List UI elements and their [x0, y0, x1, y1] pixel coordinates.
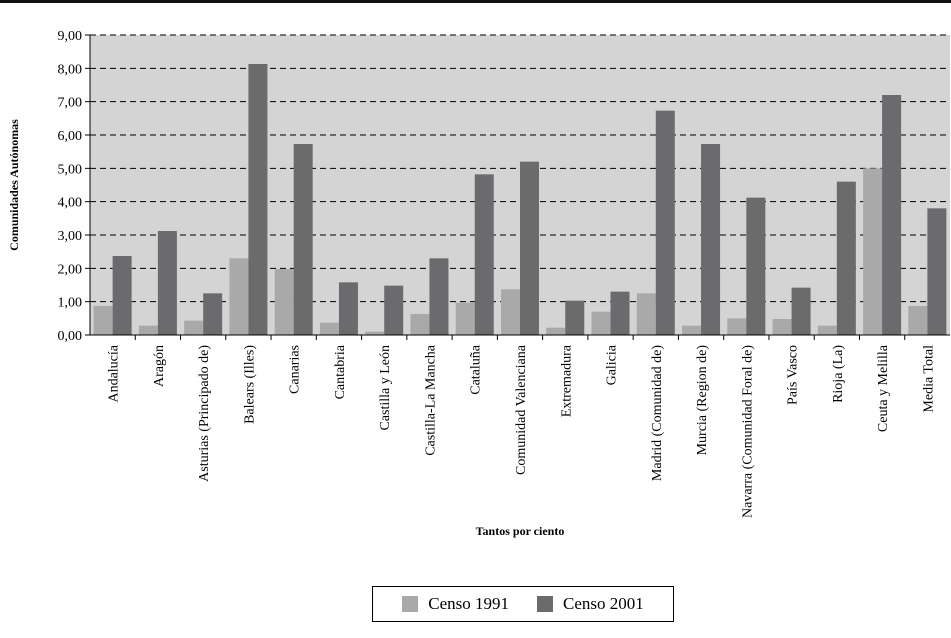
y-tick-label: 1,00: [58, 296, 83, 311]
legend: Censo 1991 Censo 2001: [372, 586, 674, 622]
bar-censo-2001: [429, 258, 449, 335]
y-axis-title: Comunidades Autónomas: [7, 119, 21, 251]
bar-censo-1991: [546, 327, 566, 335]
legend-swatch-censo-1991: [402, 596, 419, 612]
x-tick-label: Andalucía: [107, 344, 122, 402]
x-tick-label: Castilla y León: [378, 345, 393, 431]
y-tick-label: 2,00: [58, 262, 83, 277]
x-tick-label: Media Total: [921, 345, 936, 413]
bar-censo-2001: [836, 181, 856, 335]
bar-censo-2001: [610, 291, 630, 335]
y-tick-label: 9,00: [58, 29, 83, 44]
bar-censo-2001: [882, 95, 902, 335]
y-tick-label: 8,00: [58, 62, 83, 77]
bar-censo-1991: [410, 314, 430, 335]
x-tick-label: Cantabria: [333, 344, 348, 399]
x-axis-title: Tantos por ciento: [476, 524, 565, 538]
y-tick-label: 0,00: [58, 329, 83, 344]
bar-censo-1991: [772, 319, 792, 335]
y-tick-labels: 0,00 1,00 2,00 3,00 4,00 5,00 6,00 7,00 8,00 9,00: [58, 29, 90, 344]
bar-censo-2001: [203, 293, 223, 335]
legend-label-censo-2001: Censo 2001: [563, 594, 644, 613]
bar-censo-2001: [474, 174, 494, 335]
bar-censo-2001: [112, 256, 132, 335]
bar-censo-1991: [274, 269, 294, 335]
x-tick-label: Aragón: [152, 345, 167, 387]
bar-censo-1991: [727, 318, 747, 335]
bar-censo-2001: [791, 287, 811, 335]
x-tick-labels: Andalucía Aragón Asturias (Principado de) B…: [107, 335, 936, 518]
x-tick-label: Cataluña: [469, 344, 484, 395]
bar-censo-2001: [701, 144, 721, 335]
legend-swatch-censo-2001: [537, 596, 553, 612]
bar-censo-2001: [746, 197, 766, 335]
bar-censo-1991: [817, 325, 837, 335]
bars: [93, 64, 947, 336]
y-tick-label: 5,00: [58, 162, 83, 177]
y-tick-label: 4,00: [58, 196, 83, 211]
legend-item-censo-1991: Censo 1991: [402, 594, 509, 614]
bar-censo-2001: [927, 208, 947, 335]
y-tick-label: 3,00: [58, 229, 83, 244]
x-tick-label: Balears (Illes): [242, 345, 257, 424]
x-tick-label: Madrid (Comunidad de): [650, 345, 665, 481]
bar-censo-2001: [157, 231, 177, 335]
bar-censo-1991: [138, 325, 158, 335]
bar-censo-2001: [655, 110, 675, 336]
x-tick-label: Extremadura: [559, 344, 574, 417]
x-tick-label: Murcia (Region de): [695, 345, 710, 456]
x-tick-label: Asturias (Principado de): [197, 345, 212, 482]
bar-censo-2001: [338, 282, 358, 335]
bar-censo-1991: [319, 322, 339, 335]
bar-censo-1991: [501, 289, 520, 335]
x-tick-label: Canarias: [288, 345, 303, 394]
x-tick-label: Ceuta y Melilla: [876, 344, 891, 432]
bar-censo-1991: [908, 306, 928, 335]
bar-censo-2001: [565, 300, 585, 335]
x-tick-label: País Vasco: [786, 345, 801, 405]
x-tick-label: Comunidad Valenciana: [514, 344, 529, 475]
bar-censo-1991: [455, 302, 475, 335]
y-tick-label: 7,00: [58, 96, 83, 111]
top-rule: [0, 0, 951, 3]
bar-censo-2001: [520, 161, 539, 335]
legend-label-censo-1991: Censo 1991: [428, 594, 509, 613]
legend-item-censo-2001: Censo 2001: [537, 594, 644, 614]
x-tick-label: Castilla-La Mancha: [423, 344, 438, 456]
bar-censo-2001: [293, 144, 313, 335]
bar-censo-1991: [184, 320, 204, 335]
bar-censo-2001: [384, 285, 404, 335]
x-tick-label: Rioja (La): [831, 345, 846, 403]
bar-censo-1991: [591, 311, 611, 335]
bar-censo-1991: [93, 306, 113, 335]
bar-censo-2001: [248, 64, 268, 335]
bar-censo-1991: [229, 258, 249, 335]
bar-censo-1991: [365, 331, 385, 335]
x-tick-label: Navarra (Comunidad Foral de): [740, 345, 755, 518]
bar-censo-1991: [636, 293, 656, 335]
bar-censo-1991: [682, 325, 702, 335]
x-tick-label: Galicia: [605, 344, 620, 385]
bar-censo-1991: [863, 168, 883, 335]
y-tick-label: 6,00: [58, 129, 83, 144]
